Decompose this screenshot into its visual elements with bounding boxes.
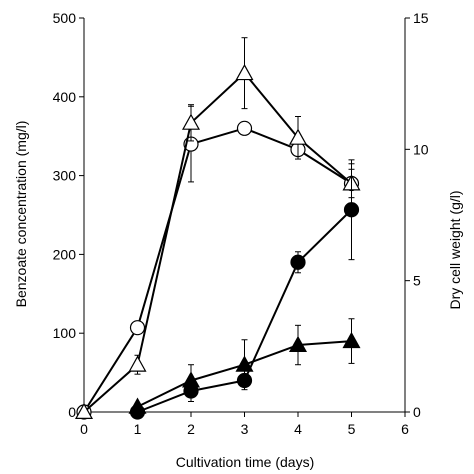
y-axis-right-title: Dry cell weight (g/l) [447, 190, 463, 309]
y-right-tick-label: 0 [413, 404, 421, 420]
series-1-line [83, 127, 353, 413]
data-point [235, 355, 254, 372]
y-right-tick-label: 15 [413, 10, 429, 26]
x-tick-label: 0 [80, 421, 88, 437]
data-point [128, 397, 147, 414]
data-point [128, 355, 147, 372]
x-tick-label: 4 [294, 421, 302, 437]
series-4 [128, 318, 361, 414]
data-point [235, 63, 254, 81]
y-left-tick-label: 100 [53, 325, 77, 341]
data-point [290, 254, 306, 270]
y-left-tick-label: 0 [68, 404, 76, 420]
data-point [288, 335, 308, 353]
data-point [181, 371, 201, 388]
x-tick-label: 5 [348, 421, 356, 437]
data-point [236, 120, 253, 136]
data-point [342, 331, 361, 349]
series-2 [74, 37, 361, 419]
y-left-tick-label: 400 [53, 89, 77, 105]
x-tick-label: 2 [187, 421, 195, 437]
y-right-tick-label: 5 [413, 273, 421, 289]
x-tick-label: 3 [241, 421, 249, 437]
plot-marks [74, 37, 361, 420]
data-point [129, 320, 146, 336]
y-left-tick-label: 300 [53, 168, 77, 184]
data-point [343, 202, 360, 218]
y-left-tick-label: 500 [53, 10, 77, 26]
data-point [288, 128, 308, 145]
x-tick-label: 1 [134, 421, 142, 437]
x-tick-label: 6 [401, 421, 409, 437]
y-left-tick-label: 200 [53, 246, 77, 262]
data-point [181, 113, 201, 130]
y-axis-left-title: Benzoate concentration (mg/l) [13, 121, 29, 308]
series-2-line [83, 72, 353, 413]
data-point [74, 402, 94, 419]
x-axis-title: Cultivation time (days) [176, 454, 315, 470]
y-right-tick-label: 10 [413, 141, 429, 157]
